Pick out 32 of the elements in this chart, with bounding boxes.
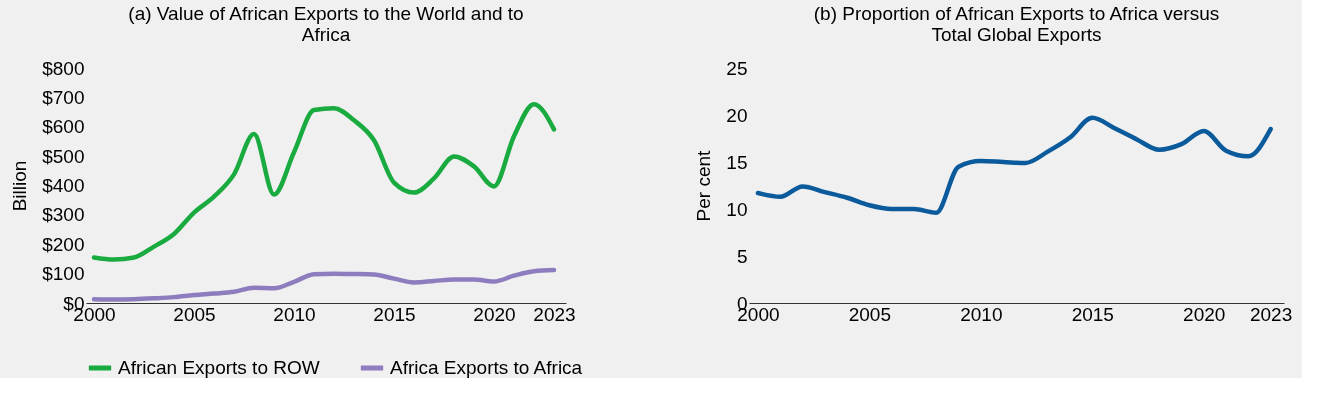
y-tick-label: $400 (42, 175, 85, 196)
x-tick-label: 2023 (1249, 303, 1293, 325)
y-tick-label: $500 (42, 145, 85, 167)
chart-title: (a) Value of African Exports to the World and to Africa (128, 3, 524, 45)
y-tick-label: $700 (42, 86, 85, 108)
chart-title: (b) Proportion of African Exports to Africa versus Total Global Exports (813, 3, 1220, 45)
y-tick-label: $800 (42, 57, 85, 79)
y-tick-label: 20 (726, 104, 748, 126)
y-tick-label: $200 (42, 233, 85, 255)
y-tick-label: 25 (726, 57, 748, 79)
y-tick-label: 10 (726, 198, 748, 220)
line-series (755, 115, 1273, 216)
y-tick-label: $300 (42, 204, 85, 226)
x-tick-label: 2020 (473, 303, 516, 325)
x-tick-label: 2020 (1183, 303, 1226, 325)
y-axis-title: Per cent (693, 149, 715, 222)
y-tick-label: $100 (42, 263, 85, 285)
line-series (91, 267, 557, 302)
y-tick-label: 5 (736, 245, 748, 267)
x-tick-label: 2005 (848, 303, 892, 325)
y-axis-title: Billion (9, 160, 31, 212)
x-tick-label: 2010 (273, 303, 316, 325)
line-series (91, 101, 557, 262)
x-tick-label: 2005 (173, 303, 216, 325)
x-tick-label: 2015 (1071, 303, 1114, 325)
legend-label: Africa Exports to Africa (390, 357, 583, 378)
legend-label: African Exports to ROW (118, 357, 320, 378)
y-tick-label: 15 (726, 151, 748, 173)
x-tick-label: 2015 (373, 303, 416, 325)
x-tick-label: 2010 (960, 303, 1003, 325)
y-tick-label: $600 (42, 116, 85, 138)
x-tick-label: 2023 (533, 303, 576, 325)
